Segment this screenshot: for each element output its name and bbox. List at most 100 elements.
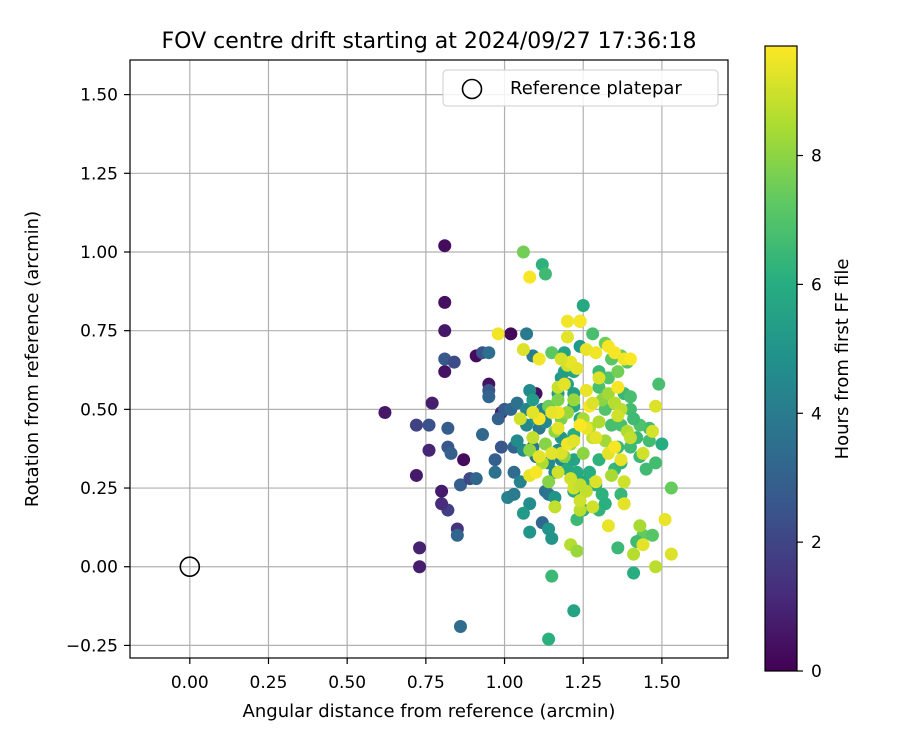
y-tick-label: 0.00 [80,558,118,578]
data-point [649,560,663,574]
data-point [438,324,452,338]
data-point [476,428,490,442]
data-point [617,475,631,489]
data-point [532,352,546,366]
data-point [447,355,461,369]
data-point [444,446,458,460]
data-point [639,462,653,476]
data-point [554,352,568,366]
data-point [658,513,672,527]
data-point [542,475,556,489]
data-point [627,412,641,426]
data-point [627,566,641,580]
data-point [491,327,505,341]
data-point [564,472,578,486]
chart-title: FOV centre drift starting at 2024/09/27 … [162,29,697,54]
data-point [583,465,597,479]
data-point [664,547,678,561]
colorbar-tick-label: 8 [811,147,822,167]
data-point [529,465,543,479]
data-point [573,314,587,328]
data-point [649,399,663,413]
data-point [557,377,571,391]
data-point [605,468,619,482]
data-point [413,560,427,574]
data-point [608,440,622,454]
data-point [425,396,439,410]
data-point [453,478,467,492]
legend-marker-circle-icon [461,78,483,100]
data-point [551,465,565,479]
data-point [623,431,637,445]
data-point [605,418,619,432]
colorbar-gradient [765,46,797,671]
data-point [598,497,612,511]
data-point [513,412,527,426]
data-point [570,361,584,375]
data-point [601,519,615,533]
y-tick-label: 1.25 [80,164,118,184]
data-point [586,396,600,410]
data-point [413,541,427,555]
data-point [601,371,615,385]
data-point [520,327,534,341]
data-point [623,352,637,366]
data-point [576,298,590,312]
y-tick-label: 1.50 [80,86,118,106]
data-point [523,525,537,539]
data-point [567,434,581,448]
data-point [560,330,574,344]
legend-box [442,69,719,107]
legend-label: Reference platepar [510,78,682,99]
data-point [378,406,392,420]
data-point [627,547,641,561]
data-point [469,472,483,486]
data-point [438,295,452,309]
colorbar-frame [764,45,798,672]
data-point [589,346,603,360]
y-tick-label: 0.25 [80,479,118,499]
data-point [611,409,625,423]
colorbar: 0 2 4 6 8 Hours from first FF file [764,45,853,682]
data-point [516,245,530,259]
data-point [510,434,524,448]
data-point [526,406,540,420]
data-point [538,267,552,281]
data-points [179,239,678,646]
data-point [636,446,650,460]
data-point [567,393,581,407]
data-point [438,239,452,253]
data-point [592,380,606,394]
data-point [586,327,600,341]
data-point [576,446,590,460]
data-point [516,506,530,520]
data-point [633,519,647,533]
data-point [523,270,537,284]
y-tick-label: 0.75 [80,322,118,342]
data-point [488,453,502,467]
data-point [526,431,540,445]
data-point [611,541,625,555]
data-point [617,497,631,511]
data-point [491,412,505,426]
data-point [545,446,559,460]
data-point [567,604,581,618]
data-point [554,446,568,460]
data-point [507,487,521,501]
data-point [453,620,467,634]
data-point [579,484,593,498]
data-point [513,475,527,489]
colorbar-tick-label: 4 [811,404,822,424]
data-point [523,497,537,511]
data-point [592,453,606,467]
data-point [560,314,574,328]
data-point [573,503,587,517]
data-point [532,450,546,464]
y-tick-label: −0.25 [66,636,118,656]
x-tick-label: 1.00 [486,673,524,693]
x-tick-label: 0.50 [328,673,366,693]
colorbar-ticks: 0 2 4 6 8 [797,147,822,682]
data-point [592,415,606,429]
data-point [601,387,615,401]
